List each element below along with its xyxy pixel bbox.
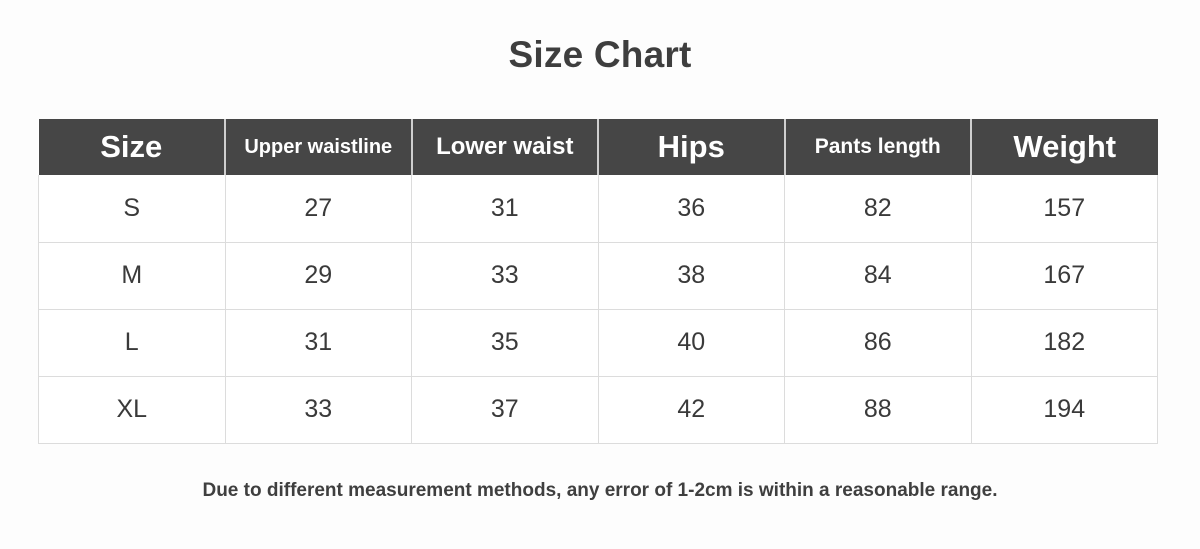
cell-upper: 31	[225, 309, 412, 377]
cell-pants: 88	[784, 376, 972, 444]
cell-hips: 40	[598, 309, 785, 377]
cell-size: L	[38, 309, 226, 377]
cell-weight: 167	[971, 242, 1158, 310]
table-row: S 27 31 36 82 157	[38, 175, 1158, 243]
cell-lower: 33	[411, 242, 599, 310]
cell-hips: 38	[598, 242, 785, 310]
cell-pants: 86	[784, 309, 972, 377]
cell-lower: 37	[411, 376, 599, 444]
table-row: L 31 35 40 86 182	[38, 309, 1158, 377]
column-header-hips: Hips	[598, 119, 786, 175]
cell-pants: 84	[784, 242, 972, 310]
cell-upper: 27	[225, 175, 412, 243]
table-row: XL 33 37 42 88 194	[38, 376, 1158, 444]
cell-weight: 194	[971, 376, 1158, 444]
table-header: Size Upper waistline Lower waist Hips Pa…	[38, 119, 1158, 175]
cell-weight: 157	[971, 175, 1158, 243]
column-header-size: Size	[38, 119, 226, 175]
table-row: M 29 33 38 84 167	[38, 242, 1158, 310]
column-header-upper-waistline: Upper waistline	[225, 119, 413, 175]
size-table-container: Size Upper waistline Lower waist Hips Pa…	[38, 119, 1158, 444]
cell-weight: 182	[971, 309, 1158, 377]
column-header-weight: Weight	[971, 119, 1158, 175]
column-header-lower-waist: Lower waist	[411, 119, 599, 175]
cell-hips: 42	[598, 376, 785, 444]
cell-size: S	[38, 175, 226, 243]
table-header-row: Size Upper waistline Lower waist Hips Pa…	[38, 119, 1158, 175]
size-chart-table: Size Upper waistline Lower waist Hips Pa…	[38, 119, 1158, 444]
table-body: S 27 31 36 82 157 M 29 33 38 84 167 L	[38, 175, 1158, 444]
cell-hips: 36	[598, 175, 785, 243]
cell-size: XL	[38, 376, 226, 444]
cell-upper: 29	[225, 242, 412, 310]
cell-lower: 35	[411, 309, 599, 377]
cell-pants: 82	[784, 175, 972, 243]
page-title: Size Chart	[508, 34, 692, 75]
column-header-pants-length: Pants length	[784, 119, 972, 175]
cell-size: M	[38, 242, 226, 310]
cell-upper: 33	[225, 376, 412, 444]
measurement-disclaimer: Due to different measurement methods, an…	[202, 480, 998, 501]
cell-lower: 31	[411, 175, 599, 243]
